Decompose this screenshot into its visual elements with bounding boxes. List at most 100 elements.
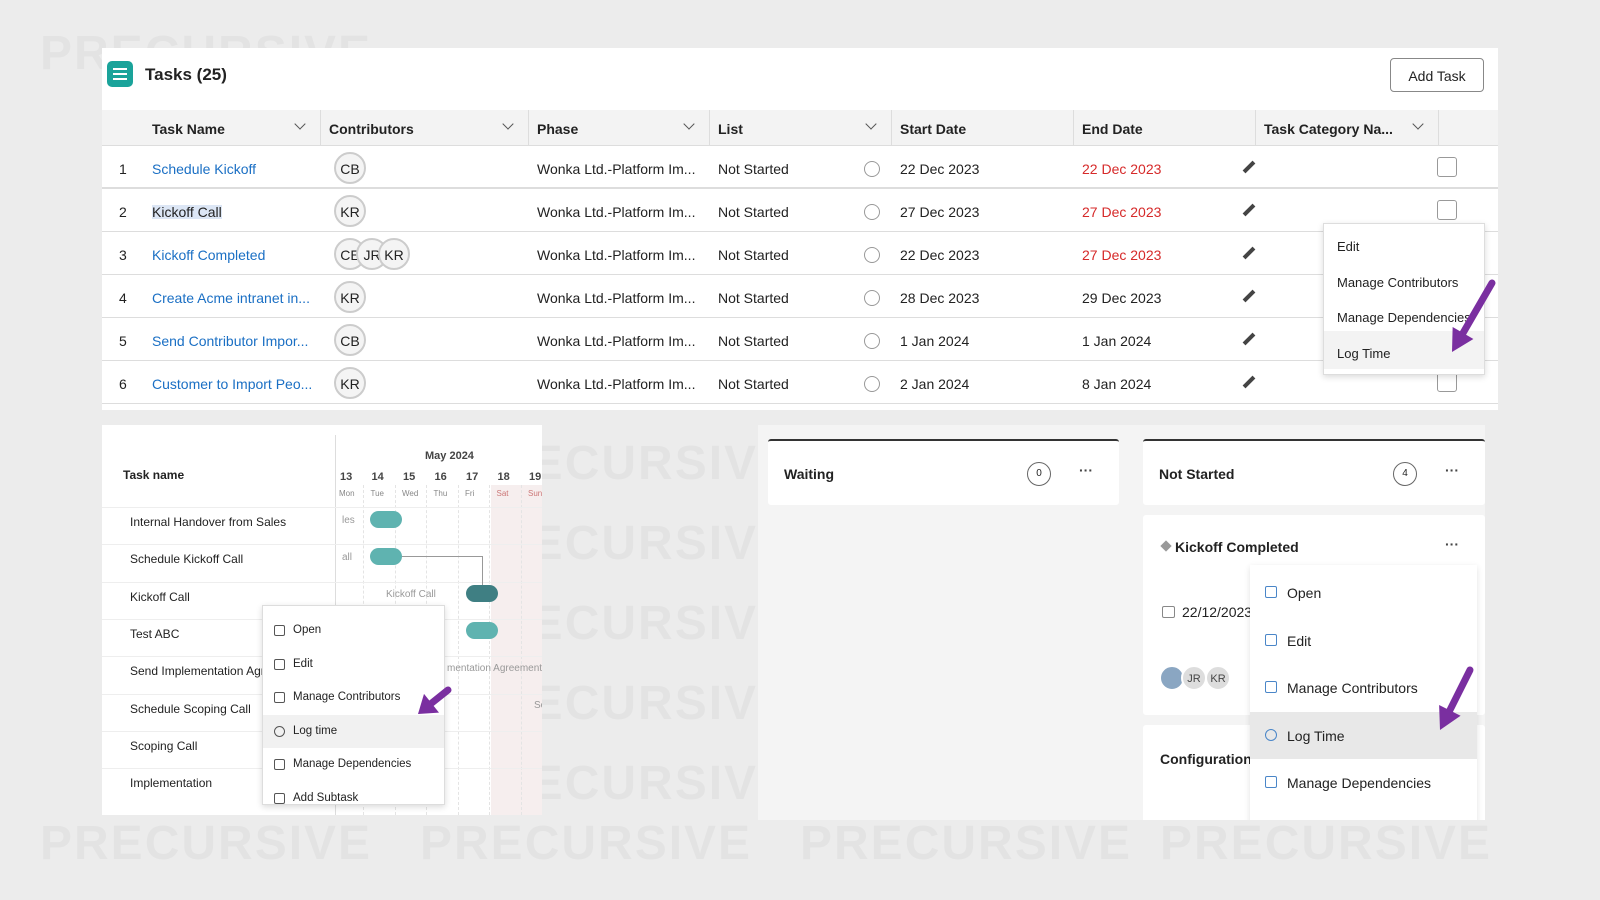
card-more[interactable]: ···	[1445, 536, 1459, 552]
menu-item[interactable]: Log time	[293, 724, 338, 737]
task-name[interactable]: Send Contributor Impor...	[152, 333, 309, 349]
column-header[interactable]: Start Date	[900, 121, 967, 137]
column-header[interactable]: Contributors	[329, 121, 414, 137]
column-header[interactable]: End Date	[1082, 121, 1143, 137]
menu-item[interactable]: Manage Contributors	[1337, 274, 1459, 290]
task-name[interactable]: Create Acme intranet in...	[152, 290, 310, 306]
day-gridline	[489, 485, 490, 815]
gantt-task: Schedule Kickoff Call	[130, 552, 244, 567]
end-date: 1 Jan 2024	[1082, 333, 1152, 349]
menu-highlight	[263, 714, 444, 748]
menu-item[interactable]: Manage Contributors	[293, 691, 401, 703]
list-dropdown[interactable]	[864, 333, 880, 349]
list-dropdown[interactable]	[864, 376, 880, 392]
list-dropdown[interactable]	[864, 247, 880, 263]
gantt-row-line	[102, 507, 542, 508]
column-header[interactable]: Task Name	[152, 121, 225, 137]
column-more[interactable]: ···	[1079, 462, 1093, 478]
column-more[interactable]: ···	[1445, 462, 1459, 478]
menu-item[interactable]: Manage Dependencies	[1337, 310, 1471, 325]
menu-item[interactable]: Log Time	[1287, 727, 1345, 744]
column-header[interactable]: Task Category Na...	[1264, 121, 1393, 137]
avatar-empty	[1159, 665, 1185, 691]
column-header[interactable]: List	[718, 121, 743, 137]
menu-item[interactable]: Open	[1287, 585, 1322, 601]
gantt-bar[interactable]	[466, 622, 498, 639]
task-name[interactable]: Schedule Kickoff	[152, 161, 257, 177]
menu-item[interactable]: Manage Dependencies	[293, 758, 412, 770]
card-title: Kickoff Completed	[1175, 539, 1299, 555]
day-name: Sat	[496, 489, 509, 498]
table-row	[102, 361, 1498, 404]
board-column-header: Not Started 4 ···	[1143, 439, 1485, 505]
list-dropdown[interactable]	[864, 290, 880, 306]
list-status: Not Started	[718, 376, 789, 392]
task-name[interactable]: Kickoff Call	[152, 204, 222, 220]
day-number: 13	[340, 471, 353, 483]
gantt-bar[interactable]	[466, 585, 498, 602]
column-divider	[1255, 110, 1256, 146]
column-divider	[709, 110, 710, 146]
gantt-row-line	[102, 544, 542, 546]
menu-item[interactable]: Manage Contributors	[1287, 680, 1418, 696]
bar-label: mentation Agreement	[447, 663, 542, 674]
row-action-button[interactable]	[1437, 372, 1457, 392]
row-index: 5	[119, 333, 127, 349]
table-row	[102, 146, 1498, 189]
gantt-row-line	[102, 581, 542, 583]
menu-item[interactable]: Add Subtask	[293, 791, 359, 804]
day-name: Thu	[433, 489, 448, 498]
row-action-button[interactable]	[1437, 200, 1457, 220]
row-index: 4	[119, 290, 127, 306]
column-header[interactable]: Phase	[537, 121, 579, 137]
column-count: 0	[1027, 462, 1051, 486]
gantt-task: Kickoff Call	[130, 589, 190, 604]
menu-item[interactable]: Edit	[1287, 632, 1312, 649]
avatar: KR	[334, 281, 366, 313]
end-date: 27 Dec 2023	[1082, 247, 1162, 263]
phase: Wonka Ltd.-Platform Im...	[537, 161, 696, 177]
menu-item[interactable]: Open	[293, 624, 322, 636]
day-name: Sun	[528, 489, 542, 498]
gantt-bar[interactable]	[370, 511, 402, 528]
dependency-line	[402, 556, 483, 585]
add-task-button[interactable]: Add Task	[1390, 58, 1484, 92]
day-number: 18	[497, 471, 510, 483]
day-name: Tue	[370, 489, 385, 498]
calendar-icon	[1162, 606, 1175, 618]
table-row	[102, 318, 1498, 361]
page-title: Tasks (25)	[145, 65, 227, 84]
task-name[interactable]: Kickoff Completed	[152, 247, 266, 263]
column-name: Not Started	[1159, 466, 1235, 482]
task-name[interactable]: Customer to Import Peo...	[152, 376, 313, 392]
gantt-task: Send Implementation Agreement	[130, 664, 305, 679]
list-dropdown[interactable]	[864, 204, 880, 220]
end-date: 22 Dec 2023	[1082, 161, 1162, 177]
avatar: CB	[334, 324, 366, 356]
phase: Wonka Ltd.-Platform Im...	[537, 333, 696, 349]
avatar: KR	[1205, 665, 1231, 691]
list-dropdown[interactable]	[864, 161, 880, 177]
menu-item[interactable]: Edit	[1337, 239, 1360, 254]
menu-item[interactable]: Log Time	[1337, 345, 1391, 361]
column-divider	[1073, 110, 1074, 146]
table-row	[102, 232, 1498, 275]
bar-label: les	[342, 515, 355, 526]
start-date: 27 Dec 2023	[900, 204, 980, 220]
day-gridline	[520, 485, 522, 815]
column-divider	[891, 110, 892, 146]
row-index: 6	[119, 376, 127, 392]
day-number: 17	[466, 471, 479, 483]
day-number: 14	[371, 471, 384, 483]
card-date: 22/12/2023	[1182, 604, 1253, 620]
day-number: 16	[434, 471, 447, 483]
column-count: 4	[1393, 462, 1417, 486]
row-action-button[interactable]	[1437, 157, 1457, 177]
avatar: KR	[378, 238, 410, 270]
gantt-bar[interactable]	[370, 548, 402, 565]
menu-item[interactable]: Manage Dependencies	[1287, 775, 1431, 791]
menu-item[interactable]: Edit	[293, 657, 313, 670]
gantt-header: Task name	[123, 468, 185, 482]
avatar: CB	[334, 152, 366, 184]
menu-icon	[1265, 776, 1277, 788]
